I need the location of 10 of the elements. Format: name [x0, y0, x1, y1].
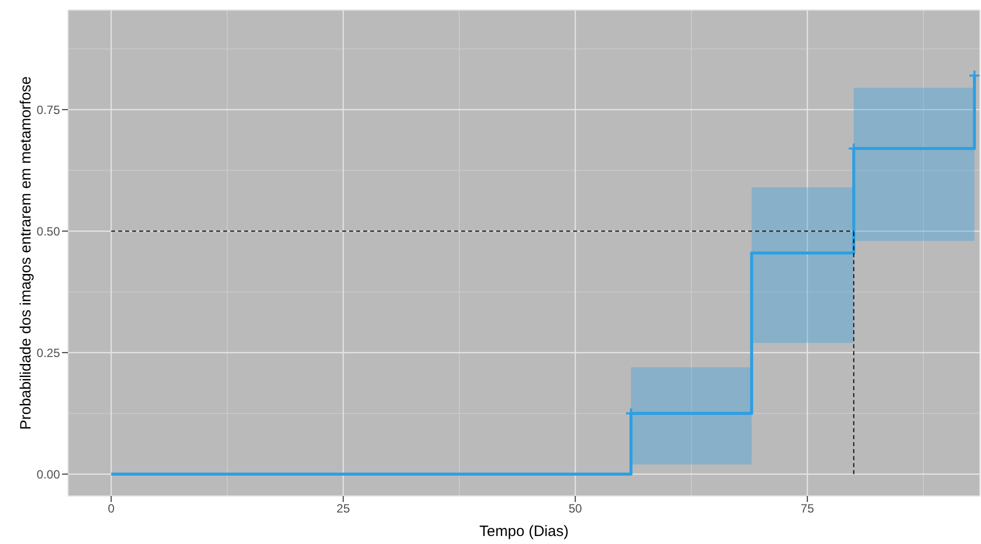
- x-tick-label: 25: [336, 502, 350, 516]
- y-axis-title: Probabilidade dos imagos entrarem em metamorfose: [17, 76, 34, 430]
- x-axis-title: Tempo (Dias): [479, 523, 569, 540]
- y-tick-label: 0.00: [36, 467, 60, 482]
- x-tick-label: 50: [568, 502, 582, 516]
- y-tick-label: 0.25: [36, 346, 60, 360]
- x-tick-label: 0: [108, 502, 115, 516]
- y-tick-label: 0.75: [36, 102, 60, 117]
- x-tick-label: 75: [800, 502, 814, 516]
- y-tick-label: 0.50: [36, 224, 60, 238]
